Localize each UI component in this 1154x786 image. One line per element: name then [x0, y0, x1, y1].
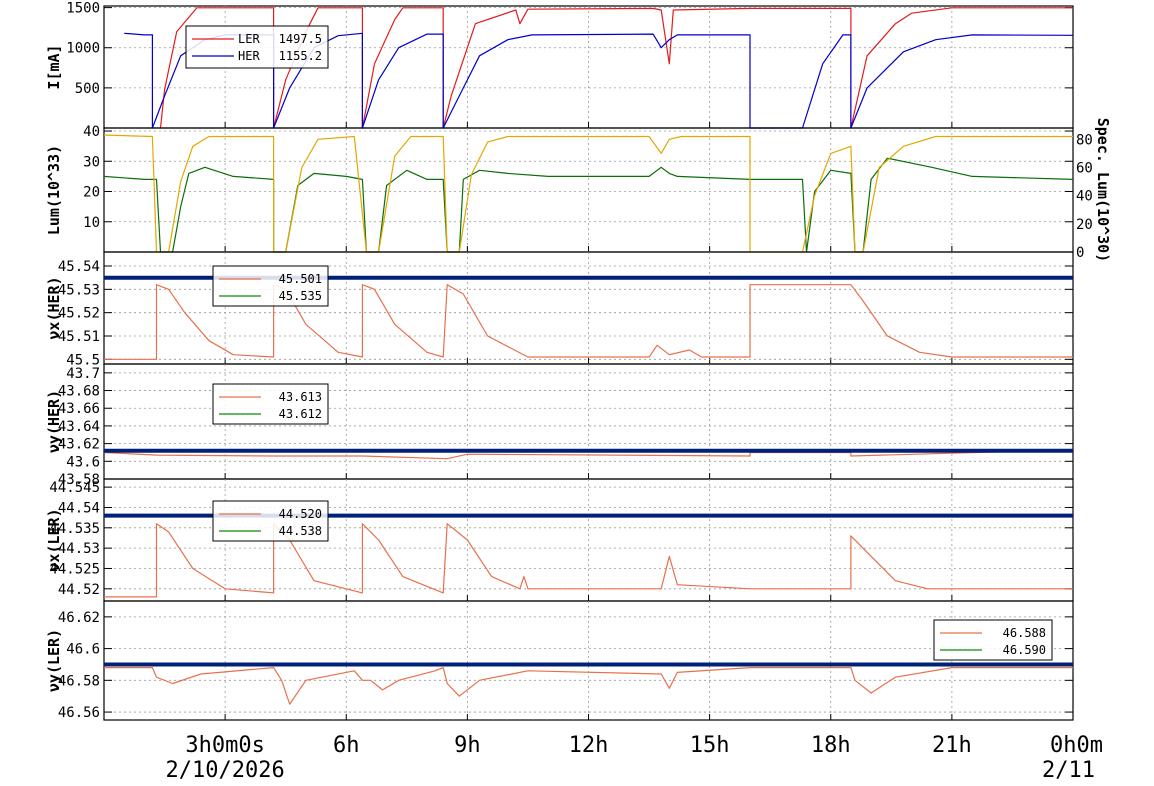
y-axis-label: νx(LER) [45, 508, 63, 571]
y-right-tick-label: 0 [1076, 245, 1084, 261]
legend-box [212, 383, 329, 425]
legend-series-name: LER [238, 32, 260, 46]
y-tick-label: 45.52 [58, 306, 100, 322]
legend-value: 44.538 [279, 524, 322, 538]
legend-value: 1497.5 [279, 32, 322, 46]
y-tick-label: 43.66 [58, 401, 100, 417]
x-tick-label: 0h0m [1050, 733, 1103, 758]
series-line-set [104, 523, 1073, 598]
y-right-tick-label: 20 [1076, 217, 1093, 233]
y-tick-label: 1500 [66, 1, 100, 17]
legend-box [212, 265, 329, 307]
y-tick-label: 43.64 [58, 419, 100, 435]
y-tick-label: 43.58 [58, 472, 100, 488]
y-tick-label: 500 [75, 81, 100, 97]
y-tick-label: 43.6 [66, 454, 100, 470]
y-tick-label: 43.7 [66, 366, 100, 382]
y-tick-label: 44.53 [58, 541, 100, 557]
y-axis-label: νy(LER) [45, 629, 63, 692]
y-tick-label: 40 [83, 124, 100, 140]
series-line-set [103, 449, 1074, 460]
y-tick-label: 44.535 [49, 521, 100, 537]
y-tick-label: 43.62 [58, 437, 100, 453]
y-right-tick-label: 60 [1076, 160, 1093, 176]
y-tick-label: 30 [83, 154, 100, 170]
y-tick-label: 1000 [66, 41, 100, 57]
y-right-tick-label: 80 [1076, 132, 1093, 148]
legend-series-name: HER [238, 49, 260, 63]
series-line-set [104, 667, 1073, 705]
legend-value: 46.590 [1003, 643, 1046, 657]
x-tick-label: 3h0m0s [185, 733, 264, 758]
y-tick-label: 43.68 [58, 384, 100, 400]
y-tick-label: 44.54 [58, 500, 100, 516]
x-tick-label: 18h [811, 733, 851, 758]
y-axis-label-right: Spec. Lum(10^30) [1094, 118, 1112, 263]
y-tick-label: 45.53 [58, 282, 100, 298]
legend-value: 44.520 [279, 507, 322, 521]
legend-value: 1155.2 [279, 49, 322, 63]
legend-box [212, 500, 329, 542]
y-right-tick-label: 40 [1076, 189, 1093, 205]
y-tick-label: 44.525 [49, 561, 100, 577]
y-tick-label: 46.6 [66, 642, 100, 658]
x-tick-label: 6h [333, 733, 360, 758]
y-tick-label: 20 [83, 185, 100, 201]
legend-value: 45.535 [279, 289, 322, 303]
y-axis-label: νx(HER) [45, 276, 63, 339]
y-tick-label: 45.5 [66, 352, 100, 368]
y-axis-label: I[mA] [45, 44, 63, 89]
y-tick-label: 45.54 [58, 259, 100, 275]
legend-value: 43.612 [279, 407, 322, 421]
y-tick-label: 10 [83, 215, 100, 231]
y-tick-label: 46.56 [58, 705, 100, 721]
series-line-lum [103, 157, 1074, 253]
y-tick-label: 46.58 [58, 673, 100, 689]
legend-value: 43.613 [279, 390, 322, 404]
y-axis-label: νy(HER) [45, 390, 63, 453]
y-tick-label: 44.545 [49, 480, 100, 496]
legend-value: 46.588 [1003, 626, 1046, 640]
legend-box [933, 619, 1053, 661]
series-line-set [104, 284, 1073, 360]
legend-box [185, 25, 329, 69]
x-tick-label: 9h [454, 733, 481, 758]
x-tick-label: 21h [932, 733, 972, 758]
y-tick-label: 45.51 [58, 329, 100, 345]
y-axis-label: Lum(10^33) [45, 145, 63, 235]
legend-value: 45.501 [279, 272, 322, 286]
x-date-label: 2/11 [1042, 758, 1095, 782]
x-tick-label: 15h [690, 733, 730, 758]
x-date-label: 2/10/2026 [166, 758, 285, 782]
y-tick-label: 46.62 [58, 610, 100, 626]
y-tick-label: 44.52 [58, 582, 100, 598]
x-tick-label: 12h [569, 733, 609, 758]
